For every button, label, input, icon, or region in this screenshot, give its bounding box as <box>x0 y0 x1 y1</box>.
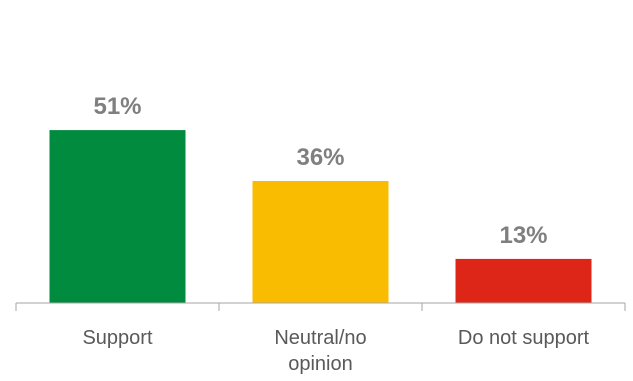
tick-label-support: Support <box>82 327 152 349</box>
tick-label-neutral-no-opinion: Neutral/no opinion <box>274 327 366 375</box>
data-label-do-not-support: 13% <box>499 222 547 249</box>
bar-neutral-no-opinion <box>252 181 389 303</box>
labels-layer: 51% Support 36% Neutral/no opinion 13% Do not … <box>82 93 589 375</box>
bar-support <box>49 130 186 303</box>
data-label-support: 51% <box>93 93 141 120</box>
data-label-neutral-no-opinion: 36% <box>296 144 344 171</box>
x-axis <box>15 302 626 311</box>
tick-label-do-not-support: Do not support <box>458 327 590 349</box>
bar-do-not-support <box>455 258 592 303</box>
bars-layer <box>49 130 592 303</box>
